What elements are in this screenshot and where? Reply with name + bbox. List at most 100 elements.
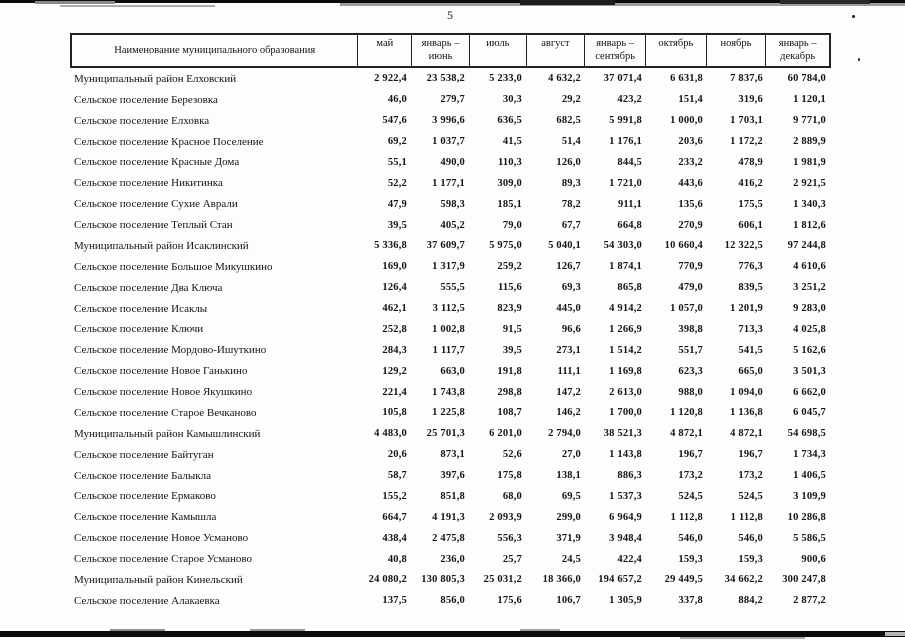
cell-value: 309,0 <box>497 177 522 189</box>
cell-value: 67,7 <box>561 219 581 231</box>
cell-value: 68,0 <box>502 490 522 502</box>
cell-value: 337,8 <box>678 595 703 607</box>
cell-value: 856,0 <box>440 595 465 607</box>
cell-value: 524,5 <box>738 490 763 502</box>
cell-value: 1 112,8 <box>730 511 763 523</box>
row-name: Муниципальный район Камышлинский <box>74 427 261 440</box>
cell-value: 479,0 <box>678 282 703 294</box>
cell-value: 1 317,9 <box>432 261 465 273</box>
cell-value: 5 336,8 <box>374 240 407 252</box>
cell-value: 7 837,6 <box>730 73 763 85</box>
cell-value: 5 991,8 <box>609 115 642 127</box>
row-name: Сельское поселение Красное Поселение <box>74 135 264 148</box>
column-header-aug: август <box>527 35 586 66</box>
cell-value: 844,5 <box>617 156 642 168</box>
cell-value: 2 922,4 <box>374 73 407 85</box>
cell-value: 1 037,7 <box>432 136 465 148</box>
cell-value: 1 172,2 <box>730 136 763 148</box>
table-body: Муниципальный район Елховский 2 922,4 23… <box>70 69 831 612</box>
cell-value: 155,2 <box>382 490 407 502</box>
row-name: Сельское поселение Ермаково <box>74 490 216 503</box>
table-row: Сельское поселение Старое Усманово 40,8 … <box>70 549 831 570</box>
cell-value: 279,7 <box>440 94 465 106</box>
cell-value: 23 538,2 <box>426 73 465 85</box>
cell-value: 1 981,9 <box>793 156 826 168</box>
cell-value: 196,7 <box>678 449 703 461</box>
table-row: Сельское поселение Большое Микушкино 169… <box>70 256 831 277</box>
cell-value: 4 872,1 <box>730 428 763 440</box>
cell-value: 1 700,0 <box>609 407 642 419</box>
cell-value: 6 662,0 <box>793 386 826 398</box>
scan-speck <box>858 58 860 61</box>
cell-value: 3 501,3 <box>793 365 826 377</box>
column-header-may: май <box>358 35 413 66</box>
cell-value: 1 734,3 <box>793 449 826 461</box>
cell-value: 79,0 <box>502 219 522 231</box>
cell-value: 1 002,8 <box>432 323 465 335</box>
cell-value: 3 251,2 <box>793 282 826 294</box>
cell-value: 37 071,4 <box>603 73 642 85</box>
cell-value: 2 093,9 <box>489 511 522 523</box>
table-row: Муниципальный район Камышлинский 4 483,0… <box>70 423 831 444</box>
cell-value: 2 877,2 <box>793 595 826 607</box>
cell-value: 478,9 <box>738 156 763 168</box>
cell-value: 10 286,8 <box>787 511 826 523</box>
scan-bar-segment <box>0 0 905 3</box>
table-row: Сельское поселение Балыкла 58,7 397,6 17… <box>70 465 831 486</box>
row-name: Сельское поселение Новое Якушкино <box>74 386 253 399</box>
cell-value: 111,1 <box>557 365 581 377</box>
cell-value: 371,9 <box>556 532 581 544</box>
cell-value: 823,9 <box>497 303 522 315</box>
row-name: Сельское поселение Теплый Стан <box>74 219 233 232</box>
table-row: Сельское поселение Ермаково 155,2 851,8 … <box>70 486 831 507</box>
table-row: Сельское поселение Березовка 46,0 279,7 … <box>70 89 831 110</box>
row-name: Сельское поселение Красные Дома <box>74 156 240 169</box>
column-header-oct: октябрь <box>646 35 707 66</box>
cell-value: 51,4 <box>561 136 581 148</box>
row-name: Сельское поселение Большое Микушкино <box>74 260 273 273</box>
row-name: Сельское поселение Новое Усманово <box>74 532 249 545</box>
cell-value: 3 996,6 <box>432 115 465 127</box>
cell-value: 3 948,4 <box>609 532 642 544</box>
cell-value: 598,3 <box>440 198 465 210</box>
cell-value: 169,0 <box>382 261 407 273</box>
cell-value: 60 784,0 <box>787 73 826 85</box>
cell-value: 130 805,3 <box>421 574 465 586</box>
cell-value: 1 136,8 <box>730 407 763 419</box>
cell-value: 146,2 <box>556 407 581 419</box>
table-row: Сельское поселение Новое Усманово 438,4 … <box>70 528 831 549</box>
row-name: Сельское поселение Алакаевка <box>74 594 220 607</box>
table-row: Сельское поселение Мордово-Ишуткино 284,… <box>70 340 831 361</box>
row-name: Сельское поселение Елховка <box>74 114 210 127</box>
cell-value: 462,1 <box>382 303 407 315</box>
table-row: Сельское поселение Новое Якушкино 221,4 … <box>70 382 831 403</box>
cell-value: 2 794,0 <box>548 428 581 440</box>
cell-value: 40,8 <box>387 553 407 565</box>
cell-value: 1 094,0 <box>730 386 763 398</box>
cell-value: 438,4 <box>382 532 407 544</box>
table-row: Сельское поселение Красное Поселение 69,… <box>70 131 831 152</box>
table-row: Сельское поселение Старое Вечканово 105,… <box>70 403 831 424</box>
cell-value: 636,5 <box>497 115 522 127</box>
cell-value: 69,5 <box>561 490 581 502</box>
cell-value: 175,5 <box>738 198 763 210</box>
cell-value: 422,4 <box>617 553 642 565</box>
cell-value: 1 000,0 <box>670 115 703 127</box>
cell-value: 29,2 <box>561 94 581 106</box>
cell-value: 398,8 <box>678 323 703 335</box>
cell-value: 1 169,8 <box>609 365 642 377</box>
row-name: Сельское поселение Старое Вечканово <box>74 406 257 419</box>
row-name: Сельское поселение Сухие Аврали <box>74 198 238 211</box>
cell-value: 606,1 <box>738 219 763 231</box>
cell-value: 541,5 <box>738 344 763 356</box>
cell-value: 1 177,1 <box>432 177 465 189</box>
cell-value: 46,0 <box>387 94 407 106</box>
cell-value: 203,6 <box>678 136 703 148</box>
cell-value: 4 872,1 <box>670 428 703 440</box>
cell-value: 34 662,2 <box>724 574 763 586</box>
row-name: Сельское поселение Новое Ганькино <box>74 365 248 378</box>
cell-value: 191,8 <box>497 365 522 377</box>
cell-value: 4 914,2 <box>609 303 642 315</box>
scan-speck <box>852 15 855 18</box>
